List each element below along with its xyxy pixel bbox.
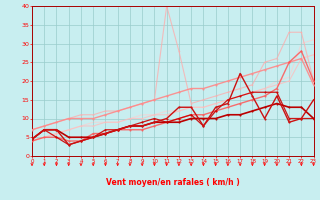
X-axis label: Vent moyen/en rafales ( km/h ): Vent moyen/en rafales ( km/h ) <box>106 178 240 187</box>
